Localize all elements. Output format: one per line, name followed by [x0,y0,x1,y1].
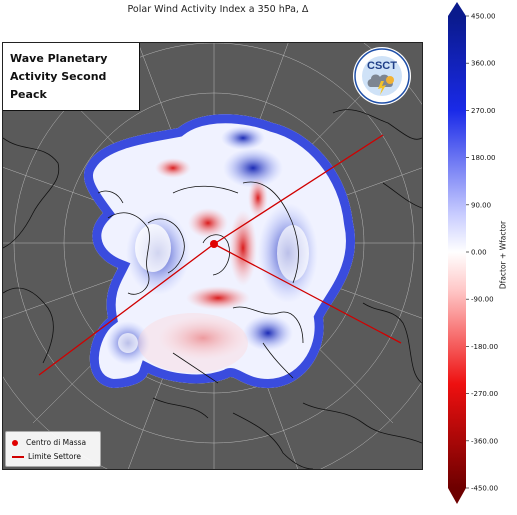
csct-logo: CSCT [353,47,411,105]
sector-line-sw [38,243,215,376]
colorbar: 450.00 360.00 270.00 180.00 90.00 0.00 -90.00 -… [438,0,508,511]
colorbar-tick-label: -90.00 [471,296,494,304]
colorbar-min-arrow [448,488,466,504]
legend-item-sector: Limite Settore [12,452,81,461]
colorbar-tick-label: 360.00 [471,60,496,68]
colorbar-max-arrow [448,2,466,16]
sector-lines [38,134,402,376]
overlay-title-line1: Wave Planetary [10,52,108,65]
sector-line-se [213,243,402,344]
colorbar-tick-label: 270.00 [471,107,496,115]
logo-text: CSCT [367,60,397,72]
land-outlines [3,109,422,469]
colorbar-title: Dfactor + Wfactor [498,220,508,290]
overlay-title-box: Wave Planetary Activity Second Peack [3,43,140,111]
polar-map: Wave Planetary Activity Second Peack CSC… [2,42,423,470]
colorbar-tick-label: -360.00 [471,437,498,445]
colorbar-tick-label: -180.00 [471,343,498,351]
legend-item-center: Centro di Massa [12,438,86,447]
overlay-title-line2: Activity Second Peack [10,70,107,101]
colorbar-tick-label: 90.00 [471,201,491,209]
red-line-icon [12,455,24,458]
colorbar-tick-label: -450.00 [471,485,498,493]
center-of-mass-marker [210,240,218,248]
map-legend: Centro di Massa Limite Settore [5,431,101,467]
coastlines [97,181,304,384]
anomaly-field [83,114,356,388]
colorbar-gradient [448,16,466,488]
sector-line-ne [213,134,384,245]
colorbar-tick-label: -270.00 [471,390,498,398]
map-canvas [3,43,422,469]
red-dot-icon [12,439,18,446]
figure-title: Polar Wind Activity Index a 350 hPa, Δ [127,4,309,15]
legend-center-label: Centro di Massa [26,438,87,447]
colorbar-tick-label: 450.00 [471,13,496,21]
legend-sector-label: Limite Settore [28,452,81,461]
colorbar-tick-label: 180.00 [471,154,496,162]
colorbar-tick-label: 0.00 [471,249,487,257]
